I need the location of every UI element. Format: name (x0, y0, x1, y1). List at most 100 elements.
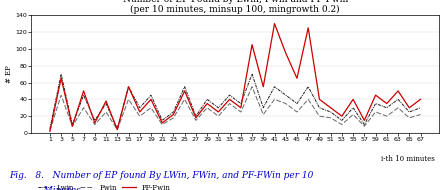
PF-Fwin (395, 90, 401, 92)
PF-Fwin (92, 122, 98, 124)
Line: PF-Fwin: PF-Fwin (50, 24, 421, 131)
Text: i-th 10 minutes: i-th 10 minutes (381, 155, 435, 163)
Fwin (407, 117, 412, 119)
PF-Fwin (115, 128, 120, 131)
Fwin (362, 125, 367, 127)
Lwin (339, 119, 345, 122)
Fwin (81, 107, 86, 109)
Fwin (283, 102, 289, 105)
PF-Fwin (350, 98, 356, 101)
Lwin (159, 119, 165, 122)
PF-Fwin (159, 122, 165, 124)
Lwin (294, 102, 300, 105)
PF-Fwin (362, 119, 367, 122)
Fwin (204, 107, 210, 109)
PF-Fwin (227, 98, 232, 101)
Fwin (238, 111, 244, 113)
Fwin (261, 113, 266, 116)
PF-Fwin (58, 77, 64, 79)
Fwin (58, 94, 64, 96)
PF-Fwin (103, 100, 109, 102)
Legend: Lwin, Fwin, PF-Fwin: Lwin, Fwin, PF-Fwin (35, 181, 173, 190)
Lwin (70, 124, 75, 126)
Fwin (395, 107, 401, 109)
Lwin (373, 102, 378, 105)
Text: Fig.   8.   Number of EP found By LWin, FWin, and PF-FWin per 10: Fig. 8. Number of EP found By LWin, FWin… (9, 171, 313, 180)
Fwin (92, 124, 98, 126)
PF-Fwin (171, 113, 176, 116)
PF-Fwin (204, 102, 210, 105)
PF-Fwin (272, 22, 277, 25)
Fwin (350, 113, 356, 116)
PF-Fwin (373, 94, 378, 96)
Fwin (294, 111, 300, 113)
Lwin (350, 107, 356, 109)
PF-Fwin (193, 117, 198, 119)
Fwin (159, 124, 165, 126)
PF-Fwin (137, 111, 142, 113)
Fwin (328, 117, 333, 119)
Fwin (182, 98, 187, 101)
Fwin (103, 111, 109, 113)
Fwin (227, 102, 232, 105)
Y-axis label: # EP: # EP (4, 65, 13, 83)
Lwin (384, 107, 389, 109)
Fwin (137, 115, 142, 117)
Fwin (115, 128, 120, 131)
Lwin (418, 107, 423, 109)
PF-Fwin (182, 90, 187, 92)
PF-Fwin (339, 115, 345, 117)
PF-Fwin (283, 52, 289, 54)
Lwin (238, 102, 244, 105)
Lwin (407, 111, 412, 113)
PF-Fwin (238, 107, 244, 109)
PF-Fwin (250, 44, 255, 46)
Fwin (193, 119, 198, 122)
Lwin (137, 107, 142, 109)
Lwin (227, 94, 232, 96)
PF-Fwin (418, 98, 423, 101)
Lwin (126, 86, 131, 88)
PF-Fwin (294, 77, 300, 79)
Lwin (193, 115, 198, 117)
Fwin (418, 113, 423, 116)
Title: Number of EP Found by Lwin, Fwin and PF-Fwin
(per 10 minutes, minsup 100, mingro: Number of EP Found by Lwin, Fwin and PF-… (122, 0, 348, 14)
PF-Fwin (317, 98, 322, 101)
PF-Fwin (70, 125, 75, 127)
Lwin (204, 98, 210, 101)
PF-Fwin (384, 102, 389, 105)
Line: Lwin: Lwin (50, 74, 421, 129)
Fwin (384, 115, 389, 117)
Lwin (92, 119, 98, 122)
Lwin (103, 102, 109, 105)
Fwin (339, 124, 345, 126)
Fwin (47, 129, 52, 132)
Lwin (47, 128, 52, 130)
Lwin (182, 86, 187, 88)
Fwin (148, 107, 154, 109)
PF-Fwin (126, 86, 131, 88)
Fwin (215, 115, 221, 117)
Lwin (317, 107, 322, 109)
Lwin (215, 107, 221, 109)
Line: Fwin: Fwin (50, 87, 421, 131)
Fwin (317, 115, 322, 117)
Lwin (306, 86, 311, 88)
PF-Fwin (328, 107, 333, 109)
Lwin (171, 111, 176, 113)
Lwin (115, 128, 120, 130)
PF-Fwin (306, 27, 311, 29)
Fwin (306, 98, 311, 101)
Lwin (81, 94, 86, 96)
Lwin (328, 111, 333, 113)
PF-Fwin (407, 107, 412, 109)
Lwin (362, 124, 367, 126)
Fwin (70, 125, 75, 127)
PF-Fwin (148, 98, 154, 101)
Lwin (58, 73, 64, 75)
Fwin (171, 117, 176, 119)
Lwin (272, 86, 277, 88)
Fwin (250, 86, 255, 88)
PF-Fwin (47, 130, 52, 132)
Text: Minutes: Minutes (9, 186, 81, 190)
